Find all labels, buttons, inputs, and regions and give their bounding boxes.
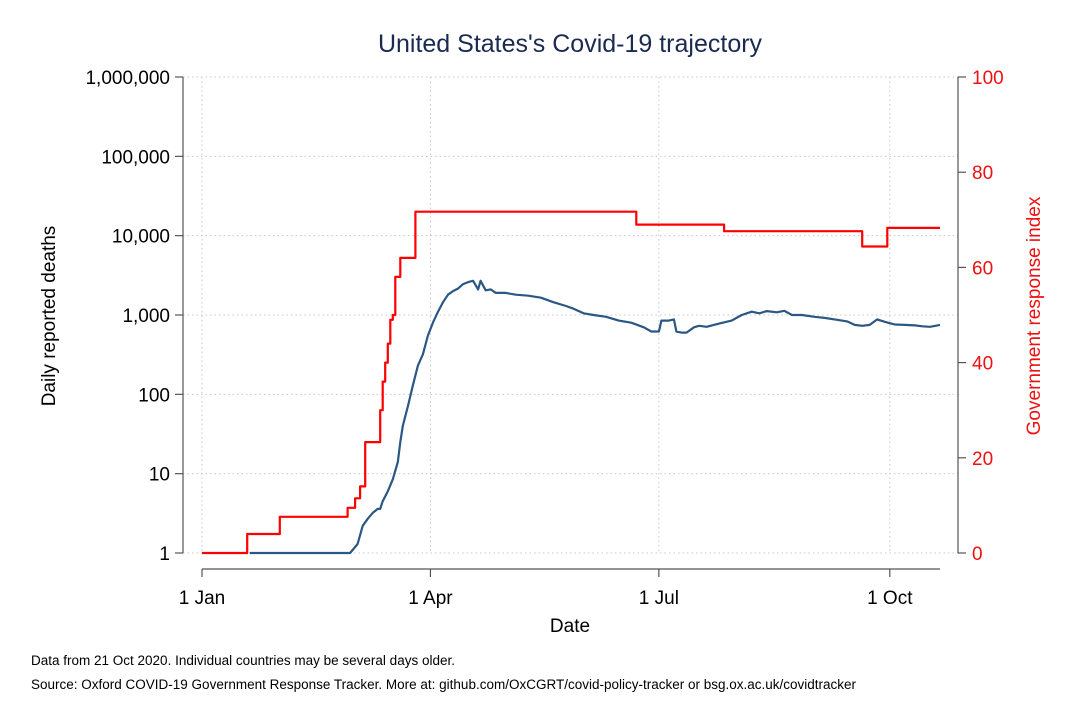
y-axis-right-label: Government response index <box>1024 196 1045 435</box>
y-left-tick-label: 10 <box>149 465 170 486</box>
daily-deaths-line <box>249 279 941 555</box>
chart-title: United States's Covid-19 trajectory <box>378 30 763 58</box>
data-date-note: Data from 21 Oct 2020. Individual countr… <box>31 653 455 668</box>
series-layer <box>202 210 941 555</box>
x-tick-label: 1 Oct <box>867 588 913 609</box>
x-tick-label: 1 Jan <box>179 588 225 609</box>
y-right-tick-label: 60 <box>972 258 993 279</box>
y-left-tick-label: 1 <box>159 544 170 565</box>
x-axis-label: Date <box>550 616 590 637</box>
y-left-tick-label: 10,000 <box>112 227 170 248</box>
y-right-tick-label: 80 <box>972 163 993 184</box>
y-right-tick-label: 40 <box>972 354 993 375</box>
response-index-line <box>202 210 940 555</box>
y-left-tick-label: 1,000 <box>122 306 170 327</box>
y-right-tick-label: 20 <box>972 449 993 470</box>
y-right-tick-label: 100 <box>972 68 1004 89</box>
y-left-tick-label: 1,000,000 <box>85 68 170 89</box>
x-tick-label: 1 Jul <box>639 588 679 609</box>
y-right-tick-label: 0 <box>972 544 983 565</box>
axes: 1 10 100 1,000 10,000 100,000 1,000,000 0 20 40 60… <box>85 68 1003 609</box>
grid <box>183 76 958 554</box>
source-note: Source: Oxford COVID-19 Government Respo… <box>31 677 857 692</box>
y-axis-left-label: Daily reported deaths <box>39 226 60 407</box>
y-left-tick-label: 100 <box>138 385 170 406</box>
x-tick-label: 1 Apr <box>408 588 453 609</box>
y-left-tick-label: 100,000 <box>101 147 170 168</box>
